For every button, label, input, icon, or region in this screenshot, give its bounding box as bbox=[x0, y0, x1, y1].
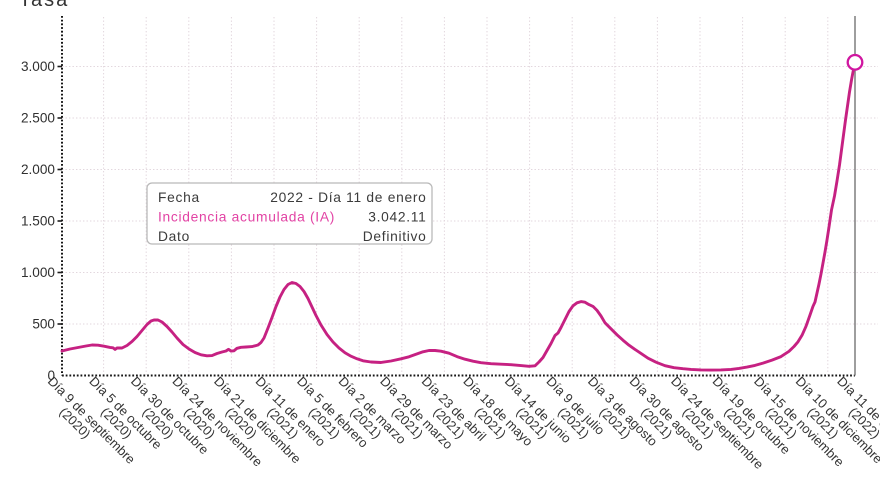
svg-text:2022 - Día 11 de enero: 2022 - Día 11 de enero bbox=[270, 190, 426, 205]
svg-text:Fecha: Fecha bbox=[158, 190, 200, 205]
svg-text:Tasa: Tasa bbox=[19, 0, 69, 11]
svg-text:2.000: 2.000 bbox=[21, 162, 55, 177]
svg-text:2.500: 2.500 bbox=[21, 111, 55, 126]
svg-text:3.042.11: 3.042.11 bbox=[368, 210, 426, 225]
svg-text:Incidencia acumulada (IA): Incidencia acumulada (IA) bbox=[158, 210, 335, 225]
svg-text:1.500: 1.500 bbox=[21, 214, 55, 229]
svg-text:3.000: 3.000 bbox=[21, 59, 55, 74]
svg-text:0: 0 bbox=[47, 368, 55, 383]
svg-text:500: 500 bbox=[32, 317, 55, 332]
svg-text:1.000: 1.000 bbox=[21, 265, 55, 280]
svg-text:Definitivo: Definitivo bbox=[363, 229, 427, 244]
svg-text:Dato: Dato bbox=[158, 229, 190, 244]
